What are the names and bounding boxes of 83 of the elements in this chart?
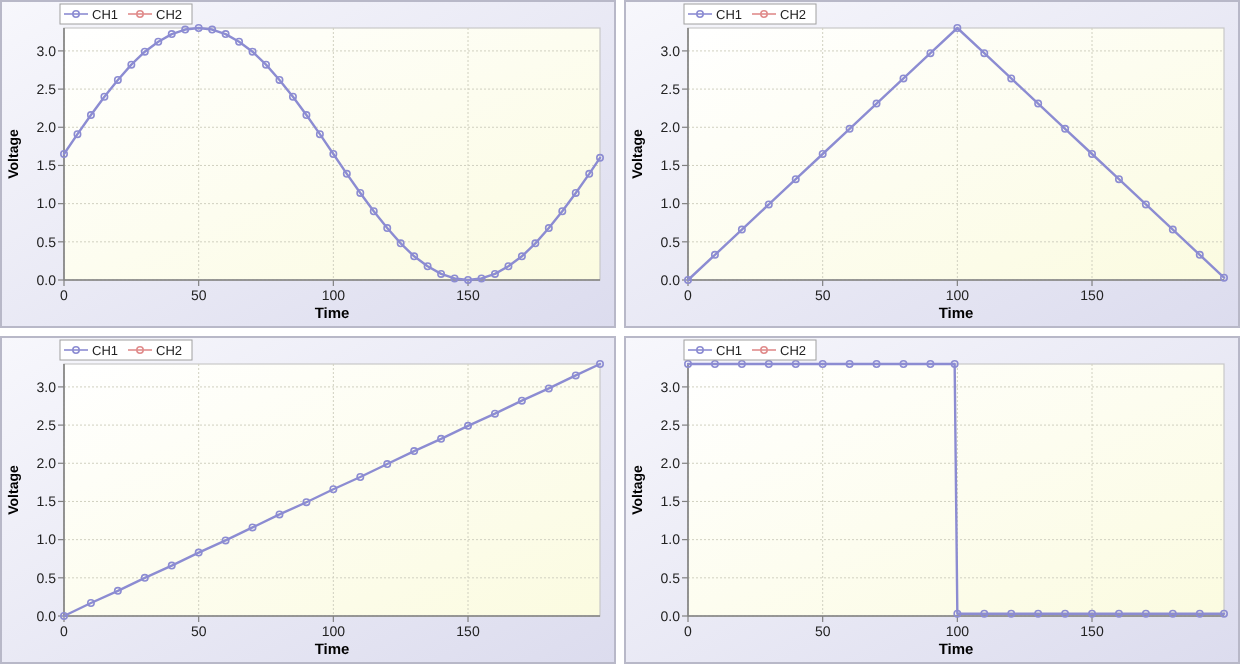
point bbox=[167, 30, 176, 39]
point bbox=[791, 175, 800, 184]
point bbox=[342, 169, 351, 178]
point bbox=[113, 586, 122, 595]
point bbox=[356, 188, 365, 197]
point bbox=[423, 262, 432, 271]
point bbox=[477, 274, 486, 283]
point bbox=[275, 510, 284, 519]
point bbox=[1195, 250, 1204, 259]
point bbox=[329, 150, 338, 158]
point bbox=[531, 239, 540, 248]
point bbox=[100, 92, 109, 101]
point bbox=[571, 188, 580, 197]
point bbox=[167, 561, 176, 570]
point bbox=[302, 498, 311, 507]
point bbox=[410, 252, 419, 261]
point bbox=[980, 49, 989, 58]
point bbox=[437, 269, 446, 278]
point bbox=[450, 274, 459, 283]
point bbox=[490, 409, 499, 418]
point bbox=[1168, 225, 1177, 234]
point bbox=[764, 200, 773, 209]
point bbox=[1220, 273, 1228, 282]
point bbox=[517, 252, 526, 261]
point bbox=[194, 548, 203, 557]
point bbox=[490, 269, 499, 278]
point bbox=[315, 130, 324, 139]
point bbox=[818, 150, 827, 158]
point bbox=[1007, 74, 1016, 83]
point bbox=[140, 573, 149, 582]
point bbox=[585, 169, 594, 178]
point bbox=[181, 25, 190, 34]
point bbox=[369, 207, 378, 216]
point bbox=[288, 92, 297, 101]
point bbox=[872, 99, 881, 108]
point bbox=[86, 111, 95, 120]
point bbox=[517, 396, 526, 405]
point bbox=[60, 150, 68, 158]
point bbox=[329, 485, 338, 494]
point bbox=[845, 124, 854, 133]
line-series bbox=[60, 24, 604, 284]
point bbox=[1141, 200, 1150, 209]
point bbox=[544, 224, 553, 233]
point bbox=[235, 37, 244, 46]
point bbox=[73, 130, 82, 139]
point bbox=[596, 360, 604, 368]
point bbox=[262, 60, 271, 69]
point bbox=[86, 599, 95, 608]
point bbox=[571, 371, 580, 380]
point bbox=[140, 47, 149, 56]
point bbox=[275, 75, 284, 84]
point bbox=[899, 74, 908, 83]
point bbox=[194, 24, 203, 32]
point bbox=[383, 460, 392, 469]
point bbox=[208, 25, 217, 34]
point bbox=[596, 153, 604, 162]
point bbox=[410, 447, 419, 456]
point bbox=[302, 111, 311, 120]
point bbox=[1114, 175, 1123, 184]
point bbox=[1034, 99, 1043, 108]
point bbox=[248, 523, 257, 532]
point bbox=[221, 536, 230, 545]
line-series bbox=[684, 24, 1228, 284]
point bbox=[953, 24, 962, 32]
point bbox=[248, 47, 257, 56]
point bbox=[710, 250, 719, 259]
point bbox=[437, 434, 446, 443]
point bbox=[113, 75, 122, 84]
point bbox=[127, 60, 136, 69]
point bbox=[383, 224, 392, 233]
point bbox=[221, 30, 230, 39]
point bbox=[558, 207, 567, 216]
point bbox=[356, 473, 365, 482]
point bbox=[504, 262, 513, 271]
point bbox=[926, 49, 935, 58]
point bbox=[737, 225, 746, 234]
point bbox=[396, 239, 405, 248]
point bbox=[544, 384, 553, 393]
point bbox=[1061, 124, 1070, 133]
point bbox=[1088, 150, 1097, 158]
point bbox=[154, 37, 163, 46]
point bbox=[464, 421, 473, 430]
line-series bbox=[60, 360, 604, 620]
